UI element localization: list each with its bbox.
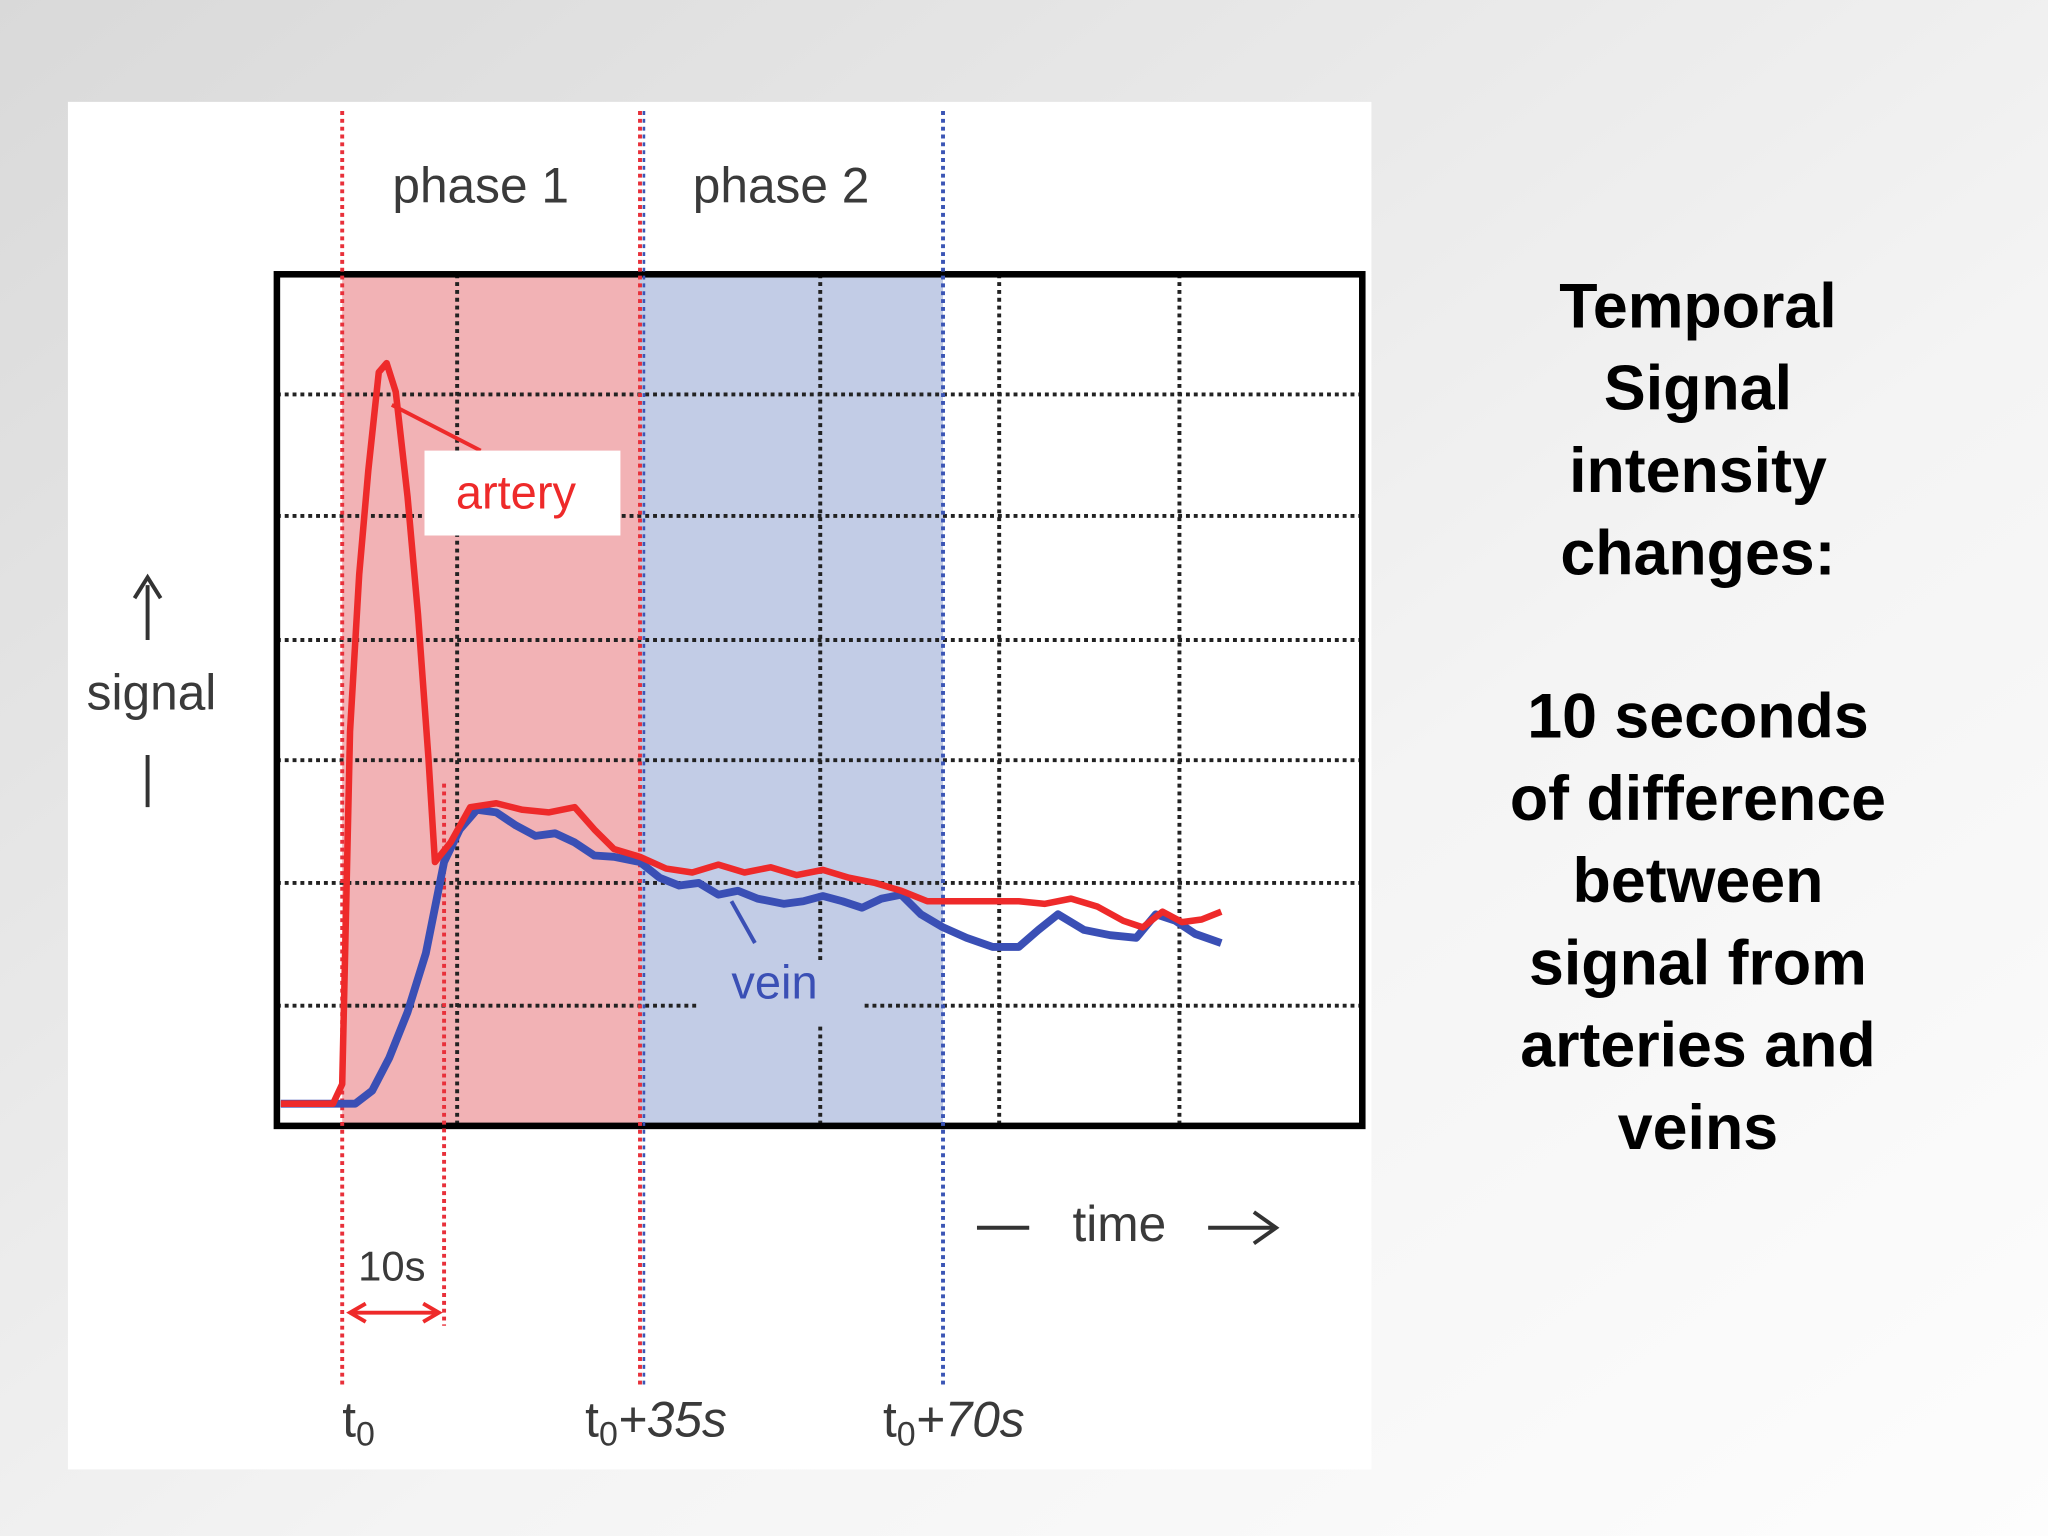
body-line: veins xyxy=(1618,1093,1778,1163)
body-line: signal from xyxy=(1529,928,1867,998)
time-markers: t0 t0+35s t0+70s xyxy=(342,1392,1024,1454)
body-line: arteries and xyxy=(1520,1011,1875,1081)
body-line: of difference xyxy=(1510,764,1886,834)
vein-pointer xyxy=(729,900,757,944)
side-text: Temporal Signal intensity changes: 10 second… xyxy=(1510,271,1886,1163)
marker-suffix: +35s xyxy=(618,1392,727,1448)
marker-sub: 0 xyxy=(599,1416,618,1454)
time-marker: t0 xyxy=(342,1392,375,1454)
artery-label-box xyxy=(424,450,621,536)
phase1-shade xyxy=(342,274,640,1126)
marker-base: t xyxy=(883,1392,897,1448)
time-arrowhead xyxy=(1252,1210,1280,1246)
interval-arrowheads xyxy=(346,1301,443,1324)
body-line: 10 seconds xyxy=(1527,682,1868,752)
x-axis-label: time xyxy=(1072,1196,1166,1252)
heading-line: changes: xyxy=(1560,518,1835,588)
vein-curve xyxy=(280,805,1223,1108)
marker-sub: 0 xyxy=(356,1416,375,1454)
heading-line: intensity xyxy=(1569,436,1827,506)
phase-label: phase 2 xyxy=(693,157,870,213)
heading-line: Temporal xyxy=(1559,271,1837,341)
y-axis-label: signal xyxy=(87,664,217,720)
heading-line: Signal xyxy=(1604,354,1792,424)
time-marker: t0+70s xyxy=(883,1392,1025,1454)
artery-pointer xyxy=(390,403,482,453)
marker-base: t xyxy=(342,1392,356,1448)
artery-label: artery xyxy=(456,466,577,519)
marker-base: t xyxy=(585,1392,599,1448)
artery-curve xyxy=(280,359,1223,1107)
marker-suffix: +70s xyxy=(916,1392,1025,1448)
phase-label: phase 1 xyxy=(392,157,569,213)
signal-arrowhead xyxy=(132,573,163,600)
marker-sub: 0 xyxy=(897,1416,916,1454)
vein-label: vein xyxy=(731,956,817,1009)
vein-label-box xyxy=(698,960,863,1026)
interval-label: 10s xyxy=(358,1243,425,1290)
body-line: between xyxy=(1573,846,1824,916)
plot-frame xyxy=(273,271,1366,1130)
time-marker: t0+35s xyxy=(585,1392,727,1454)
